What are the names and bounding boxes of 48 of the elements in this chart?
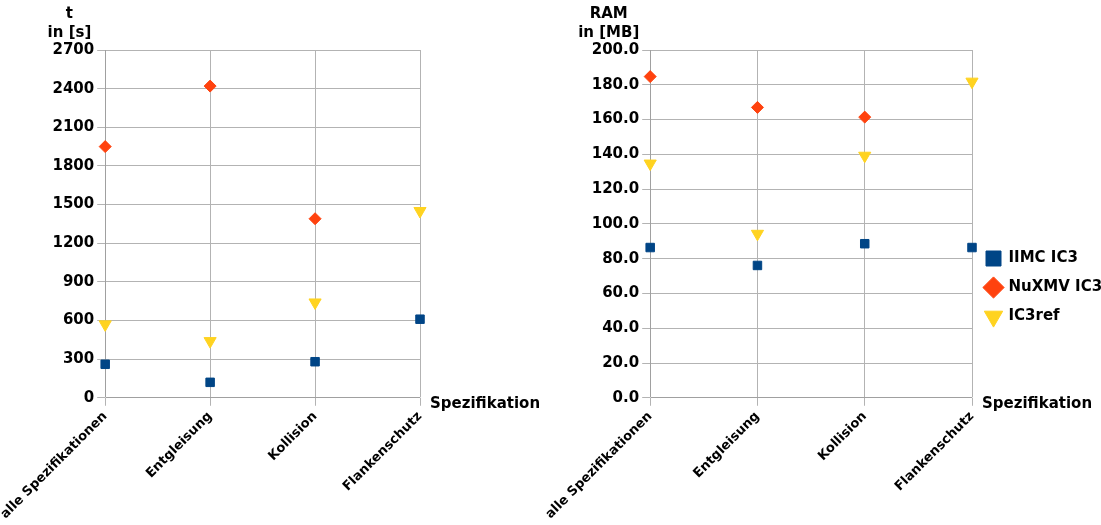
- legend-label: IIMC IC3: [1008, 248, 1078, 267]
- point: [415, 314, 425, 324]
- y-tick-label: 2700: [52, 39, 95, 58]
- point: [645, 242, 655, 253]
- point: [203, 337, 217, 349]
- y-tick-label: 0: [83, 387, 95, 406]
- y-tick-label: 2100: [52, 117, 95, 136]
- y-tick-label: 100.0: [591, 213, 640, 232]
- y-tick-label: 0.0: [612, 387, 640, 406]
- y-tick-label: 1800: [52, 155, 95, 174]
- y-tick-label: 60.0: [602, 283, 640, 302]
- point: [100, 359, 110, 370]
- point: [858, 151, 872, 164]
- y-axis-title: t in [s]: [47, 4, 92, 41]
- x-axis-title: Spezifikation: [982, 393, 1093, 412]
- y-tick-label: 160.0: [591, 109, 640, 128]
- y-tick-label: 120.0: [591, 179, 640, 197]
- y-tick-label: 140.0: [591, 144, 640, 163]
- y-axis-title: RAM in [MB]: [578, 4, 640, 41]
- legend-label: NuXMV IC3: [1008, 277, 1101, 296]
- x-axis-title: Spezifikation: [430, 393, 541, 412]
- y-tick-label: 200.0: [591, 39, 640, 58]
- legend-label: IC3ref: [1008, 306, 1061, 325]
- point: [643, 159, 657, 172]
- y-tick-label: 600: [62, 310, 95, 329]
- y-tick-label: 80.0: [602, 248, 640, 267]
- point: [967, 242, 977, 253]
- y-tick-label: 20.0: [602, 352, 640, 371]
- point: [858, 110, 872, 124]
- point: [308, 212, 322, 226]
- point: [752, 260, 763, 271]
- y-tick-label: 2400: [52, 78, 95, 97]
- point: [859, 238, 870, 249]
- point: [203, 79, 217, 93]
- point: [308, 298, 322, 310]
- point: [310, 356, 320, 367]
- point: [750, 100, 764, 114]
- y-tick-label: 1500: [52, 194, 95, 213]
- point: [750, 229, 765, 242]
- point: [205, 377, 215, 388]
- y-tick-label: 900: [62, 271, 95, 290]
- y-tick-label: 300: [62, 349, 95, 368]
- y-tick-label: 40.0: [602, 318, 640, 337]
- point: [413, 207, 427, 219]
- y-tick-label: 180.0: [591, 74, 640, 93]
- point: [98, 140, 112, 154]
- point: [965, 77, 979, 90]
- y-tick-label: 1200: [52, 233, 95, 252]
